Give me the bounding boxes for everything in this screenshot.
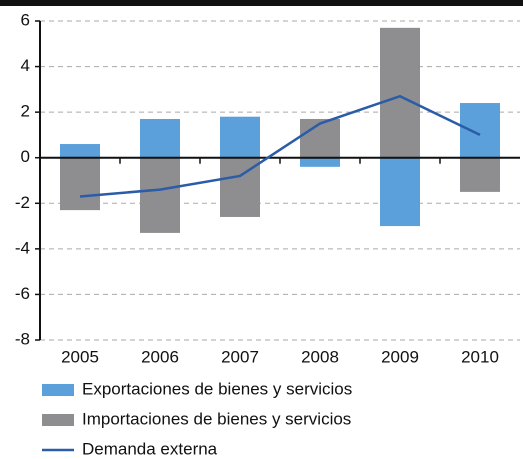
y-tick-label: 4	[21, 56, 30, 75]
x-tick-label: 2006	[141, 347, 179, 366]
bar	[140, 157, 180, 233]
top-rule	[0, 0, 523, 6]
legend-label: Importaciones de bienes y servicios	[82, 409, 351, 428]
y-tick-label: 2	[21, 102, 30, 121]
y-tick-label: 6	[21, 10, 30, 29]
bar	[140, 118, 180, 158]
bar	[380, 27, 420, 158]
x-tick-label: 2010	[461, 347, 499, 366]
bar	[220, 116, 260, 158]
y-tick-label: -8	[15, 329, 30, 348]
y-tick-label: -2	[15, 193, 30, 212]
y-tick-label: -4	[15, 238, 30, 257]
legend-label: Exportaciones de bienes y servicios	[82, 379, 352, 398]
x-tick-label: 2005	[61, 347, 99, 366]
bar	[60, 157, 100, 211]
x-tick-label: 2007	[221, 347, 259, 366]
bar	[460, 157, 500, 192]
bar	[300, 118, 340, 158]
y-tick-label: 0	[21, 147, 30, 166]
legend-swatch	[42, 384, 74, 396]
bar	[60, 144, 100, 158]
x-tick-label: 2009	[381, 347, 419, 366]
bar	[460, 103, 500, 158]
bar	[380, 157, 420, 227]
line	[79, 94, 481, 198]
legend-swatch	[42, 414, 74, 426]
x-tick-label: 2008	[301, 347, 339, 366]
bar	[300, 157, 340, 167]
legend-label: Demanda externa	[82, 439, 218, 458]
y-tick-label: -6	[15, 284, 30, 303]
